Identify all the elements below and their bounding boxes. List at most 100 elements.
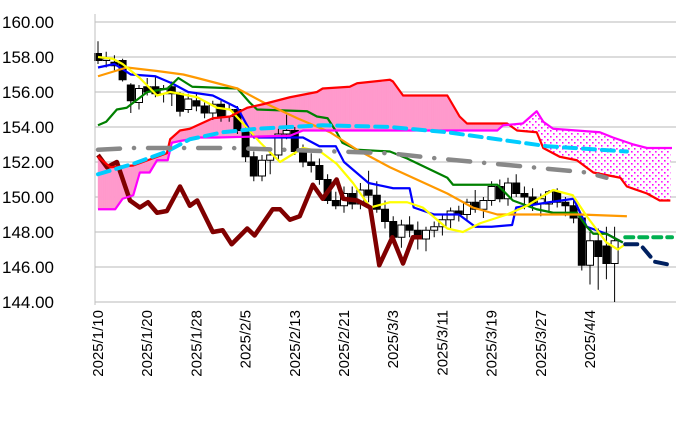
cloud-segment-bullish xyxy=(333,87,336,131)
cloud-segment-bullish xyxy=(434,95,437,131)
cloud-segment-bullish xyxy=(280,98,283,137)
x-tick-label: 2025/3/19 xyxy=(484,310,501,377)
candle xyxy=(381,200,389,229)
cloud-segment-bullish xyxy=(364,82,367,131)
candle xyxy=(290,127,299,155)
candle-body xyxy=(331,200,340,207)
x-tick-label: 2025/4/4 xyxy=(582,310,599,368)
candle xyxy=(405,216,414,238)
cloud-segment-bullish xyxy=(347,86,351,131)
cloud-segment-bearish xyxy=(567,129,570,159)
cloud-segment-bearish xyxy=(610,136,613,177)
y-tick-label: 156.00 xyxy=(2,83,54,102)
x-tick-label: 2025/2/21 xyxy=(336,310,353,377)
cloud-segment-bullish xyxy=(393,81,396,131)
series-line-8 xyxy=(95,145,609,180)
candle xyxy=(364,170,373,203)
candle xyxy=(249,151,258,182)
cloud-segment-bearish xyxy=(667,148,670,201)
cloud-segment-bearish xyxy=(661,148,664,201)
cloud-segment-bullish xyxy=(384,79,388,131)
candle-body xyxy=(217,103,225,117)
cloud-segment-bullish xyxy=(423,95,427,131)
candle xyxy=(331,191,340,210)
cloud-segment-bullish xyxy=(399,89,402,131)
candle-body xyxy=(249,156,258,177)
cloud-segment-bullish xyxy=(438,95,441,131)
x-tick-label: 2025/3/11 xyxy=(434,310,451,376)
cloud-segment-bearish xyxy=(631,143,634,189)
cloud-segment-bearish xyxy=(553,128,556,155)
candle xyxy=(430,221,439,238)
cloud-segment-bearish xyxy=(614,138,617,178)
cloud-segment-bearish xyxy=(647,148,650,195)
cloud-segment-bearish xyxy=(594,131,597,174)
cloud-segment-bullish xyxy=(413,95,416,131)
candle-body xyxy=(430,226,439,231)
cloud-segment-bearish xyxy=(592,131,595,173)
cloud-segment-bearish xyxy=(643,147,646,193)
candle xyxy=(307,153,316,173)
cloud-segment-bearish xyxy=(602,133,605,175)
candle xyxy=(192,92,201,112)
cloud-segment-bullish xyxy=(267,102,271,137)
cloud-segment-bearish xyxy=(657,148,660,201)
cloud-segment-bullish xyxy=(366,81,369,131)
candle xyxy=(94,41,102,64)
cloud-segment-bearish xyxy=(571,130,574,160)
candle-body xyxy=(126,84,135,102)
x-tick-label: 2025/1/10 xyxy=(90,310,107,377)
cloud-segment-bearish xyxy=(577,130,580,163)
series-line-0 xyxy=(97,62,624,244)
candle xyxy=(446,207,455,229)
x-tick-label: 2025/1/28 xyxy=(188,310,205,377)
candle xyxy=(586,232,594,285)
x-tick-label: 2025/3/27 xyxy=(533,310,550,377)
cloud-segment-bullish xyxy=(360,82,363,131)
candle xyxy=(479,197,488,218)
cloud-segment-bullish xyxy=(405,95,408,131)
candle-body xyxy=(520,193,529,198)
cloud-segment-bullish xyxy=(419,95,423,131)
cloud-segment-bullish xyxy=(374,80,377,131)
cloud-segment-bearish xyxy=(600,132,603,175)
cloud-segment-bullish xyxy=(362,82,365,131)
cloud-segment-bearish xyxy=(598,132,601,174)
candle xyxy=(463,198,471,222)
y-tick-label: 148.00 xyxy=(2,223,54,242)
cloud-segment-bullish xyxy=(101,159,105,210)
candle-body xyxy=(610,240,619,264)
cloud-segment-bearish xyxy=(520,123,523,131)
cloud-segment-bullish xyxy=(382,80,386,131)
cloud-segment-bearish xyxy=(663,148,666,201)
candle xyxy=(315,158,324,185)
cloud-segment-bullish xyxy=(146,159,150,173)
cloud-segment-bullish xyxy=(356,82,359,131)
candle-body xyxy=(364,189,373,196)
cloud-segment-bearish xyxy=(620,140,623,182)
candle-body xyxy=(315,165,324,180)
cloud-segment-bullish xyxy=(417,95,421,131)
cloud-segment-bearish xyxy=(557,129,560,157)
cloud-segment-bearish xyxy=(536,111,539,138)
cloud-segment-bearish xyxy=(555,128,558,156)
cloud-segment-bullish xyxy=(352,84,355,131)
cloud-segment-bearish xyxy=(608,135,611,176)
cloud-segment-bullish xyxy=(444,95,447,131)
cloud-segment-bullish xyxy=(431,95,435,131)
candle xyxy=(594,228,603,290)
cloud-segment-bearish xyxy=(633,144,636,190)
cloud-segment-bullish xyxy=(407,95,410,131)
y-tick-label: 152.00 xyxy=(2,153,54,172)
cloud-segment-bearish xyxy=(579,130,582,164)
cloud-segment-bullish xyxy=(415,95,418,131)
cloud-segment-bearish xyxy=(659,148,662,201)
cloud-segment-bullish xyxy=(368,81,371,131)
cloud-segment-bearish xyxy=(551,127,554,154)
cloud-segment-bullish xyxy=(403,95,406,131)
cloud-segment-bullish xyxy=(409,95,412,131)
cloud-segment-bullish xyxy=(179,129,183,142)
y-axis-ticks: 144.00 146.00 148.00 150.00 152.00 154.00 156.… xyxy=(2,13,54,312)
cloud-segment-bullish xyxy=(378,80,382,131)
candle xyxy=(602,226,611,280)
